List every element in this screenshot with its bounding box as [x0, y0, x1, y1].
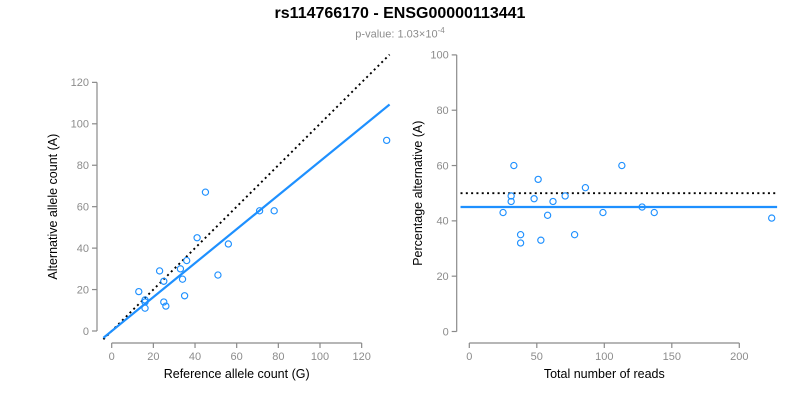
data-point	[534, 175, 542, 184]
data-point	[530, 195, 538, 203]
data-point	[224, 240, 233, 248]
data-point	[255, 207, 264, 215]
y-tick-label: 20	[77, 284, 89, 296]
data-point	[543, 211, 552, 220]
data-point	[141, 296, 149, 304]
y-tick-label: 60	[77, 201, 89, 213]
data-point	[162, 302, 170, 310]
data-point	[618, 161, 626, 170]
data-point	[599, 208, 607, 217]
y-tick-label: 100	[430, 50, 448, 62]
data-point	[581, 183, 590, 192]
x-tick-label: 20	[147, 351, 159, 363]
x-tick-label: 100	[311, 351, 329, 363]
y-tick-label: 80	[436, 105, 448, 117]
data-point	[549, 197, 557, 206]
y-tick-label: 20	[436, 271, 448, 283]
data-point	[270, 207, 278, 215]
x-axis-title: Reference allele count (G)	[164, 367, 310, 381]
x-tick-label: 0	[466, 351, 472, 363]
x-tick-label: 150	[663, 351, 681, 363]
y-tick-label: 60	[436, 160, 448, 172]
data-point	[638, 203, 646, 211]
data-point	[193, 234, 201, 242]
y-tick-label: 40	[77, 243, 89, 255]
left-plot: 0 20 40 60 80 100 120 0 20 40 60 80 100 120 Reference …	[46, 53, 391, 381]
data-point	[561, 192, 569, 200]
x-tick-label: 100	[595, 351, 613, 363]
data-point	[176, 265, 185, 273]
data-point	[516, 231, 525, 239]
y-axis-title: Percentage alternative (A)	[411, 121, 425, 266]
data-point	[382, 136, 391, 145]
y-tick-label: 40	[436, 216, 448, 228]
data-point	[183, 256, 191, 265]
data-point	[160, 298, 168, 306]
data-point	[507, 197, 515, 206]
data-point	[768, 214, 776, 222]
y-tick-label: 0	[443, 326, 449, 338]
y-tick-label: 100	[71, 119, 89, 131]
data-point	[201, 188, 210, 196]
data-point	[507, 192, 515, 200]
data-point	[570, 231, 579, 239]
x-tick-label: 120	[352, 351, 370, 363]
data-point	[537, 236, 545, 244]
figure-subtitle: p-value: 1.03×10-4	[0, 26, 800, 41]
data-point	[650, 208, 658, 217]
x-tick-label: 200	[730, 351, 748, 363]
data-point	[141, 304, 149, 312]
data-point	[180, 292, 189, 300]
data-point	[214, 271, 222, 279]
data-point	[499, 208, 507, 217]
data-point	[516, 239, 525, 247]
p-value-exponent: -4	[437, 26, 445, 35]
data-point	[155, 267, 164, 275]
y-tick-label: 0	[83, 326, 89, 338]
y-tick-label: 80	[77, 160, 89, 172]
fit-line	[102, 103, 391, 339]
x-tick-label: 0	[109, 351, 115, 363]
data-point	[135, 287, 143, 296]
figure-title: rs114766170 - ENSG00000113441	[274, 5, 526, 22]
data-point	[510, 161, 518, 170]
right-plot: 0 50 100 150 200 0 20 40 60 80 100 Total number of …	[411, 50, 778, 381]
p-value-text: p-value: 1.03×10	[355, 28, 438, 41]
data-point	[178, 275, 187, 283]
x-tick-label: 40	[189, 351, 201, 363]
y-tick-label: 120	[71, 77, 89, 89]
data-point	[160, 277, 168, 285]
reference-line	[102, 53, 391, 340]
x-tick-label: 60	[231, 351, 243, 363]
x-tick-label: 50	[531, 351, 543, 363]
x-axis-title: Total number of reads	[544, 367, 665, 381]
x-tick-label: 80	[272, 351, 284, 363]
y-axis-title: Alternative allele count (A)	[46, 134, 60, 280]
